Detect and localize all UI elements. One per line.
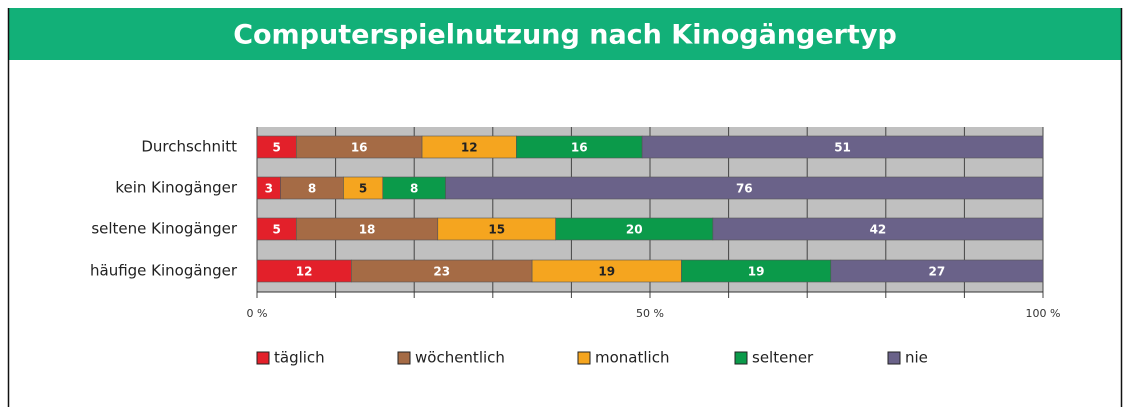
y-tick-label: seltene Kinogänger bbox=[91, 220, 237, 238]
bar-segment bbox=[712, 217, 1044, 241]
bar-segment bbox=[445, 176, 1044, 200]
legend-label: täglich bbox=[274, 349, 325, 367]
x-tick-label: 50 % bbox=[636, 307, 664, 320]
legend-swatch bbox=[887, 351, 901, 365]
data-label: 23 bbox=[433, 265, 450, 279]
bar-segment bbox=[641, 135, 1044, 159]
data-label: 20 bbox=[626, 223, 643, 237]
legend-label: wöchentlich bbox=[415, 349, 505, 367]
data-label: 18 bbox=[359, 223, 376, 237]
legend-swatch bbox=[577, 351, 591, 365]
data-label: 51 bbox=[834, 141, 851, 155]
chart-title: Computerspielnutzung nach Kinogängertyp bbox=[233, 20, 897, 51]
legend-label: monatlich bbox=[595, 349, 669, 367]
legend-label: nie bbox=[905, 349, 928, 367]
data-label: 76 bbox=[736, 182, 753, 196]
y-tick-label: häufige Kinogänger bbox=[90, 262, 238, 280]
legend-swatch bbox=[734, 351, 748, 365]
data-label: 19 bbox=[598, 265, 615, 279]
data-label: 8 bbox=[410, 182, 418, 196]
title-bar bbox=[8, 8, 1122, 60]
bar-segment bbox=[830, 259, 1044, 283]
x-tick-label: 0 % bbox=[247, 307, 268, 320]
data-label: 16 bbox=[351, 141, 368, 155]
x-tick-label: 100 % bbox=[1026, 307, 1061, 320]
data-label: 27 bbox=[929, 265, 946, 279]
y-tick-label: kein Kinogänger bbox=[115, 179, 237, 197]
data-label: 16 bbox=[571, 141, 588, 155]
data-label: 12 bbox=[461, 141, 478, 155]
data-label: 15 bbox=[488, 223, 505, 237]
legend-label: seltener bbox=[752, 349, 814, 367]
data-label: 5 bbox=[359, 182, 367, 196]
data-label: 42 bbox=[870, 223, 887, 237]
y-tick-label: Durchschnitt bbox=[141, 138, 237, 156]
legend-swatch bbox=[256, 351, 270, 365]
data-label: 19 bbox=[748, 265, 765, 279]
data-label: 5 bbox=[272, 141, 280, 155]
data-label: 3 bbox=[265, 182, 273, 196]
data-label: 12 bbox=[296, 265, 313, 279]
legend-swatch bbox=[397, 351, 411, 365]
data-label: 8 bbox=[308, 182, 316, 196]
data-label: 5 bbox=[272, 223, 280, 237]
